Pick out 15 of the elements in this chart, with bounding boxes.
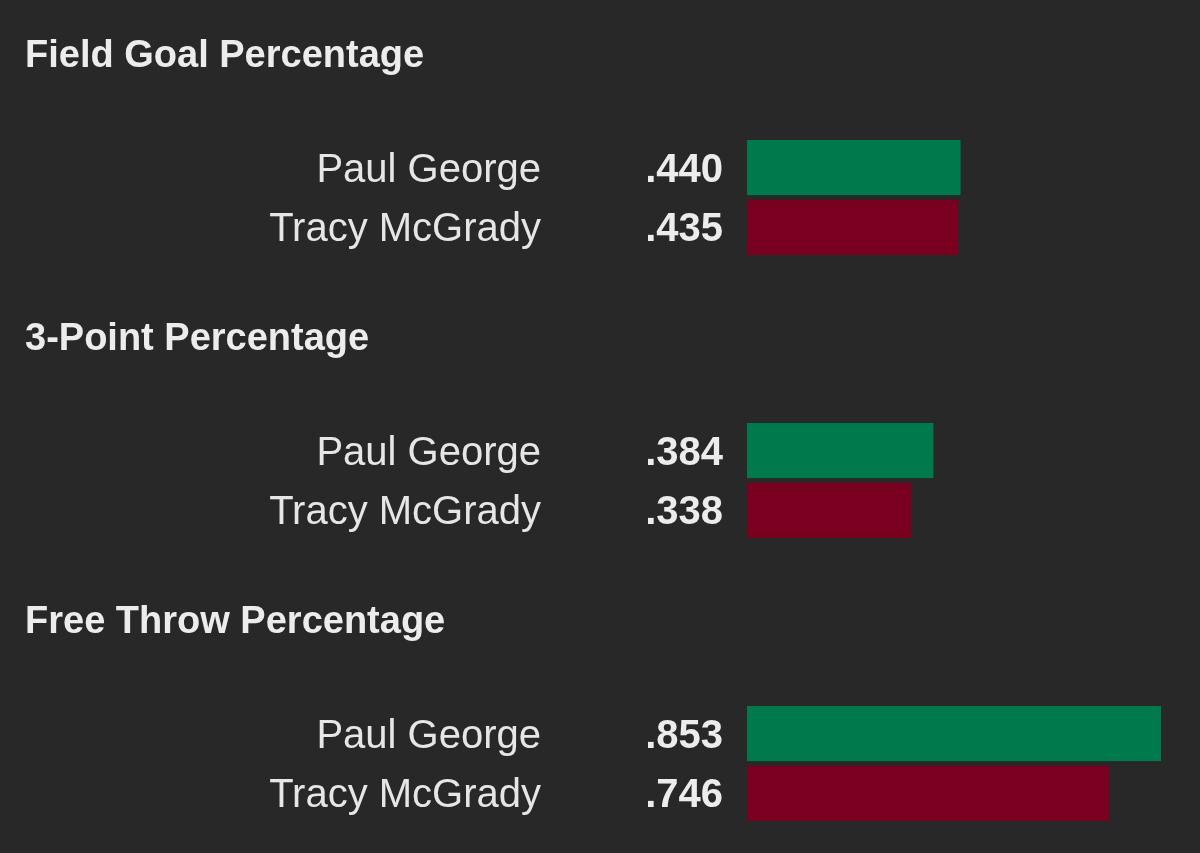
text: 3-Point Percentage (25, 316, 370, 358)
y-tick-label: Paul George (316, 428, 541, 473)
data-label: .338 (645, 488, 723, 533)
data-label: .435 (645, 205, 723, 250)
y-tick-label: Tracy McGrady (269, 771, 541, 816)
y-tick-label: Tracy McGrady (269, 205, 541, 250)
data-label: .384 (645, 428, 724, 473)
data-label: .746 (645, 771, 723, 816)
text: Field Goal Percentage (25, 33, 425, 75)
data-label: .440 (645, 145, 723, 190)
data-label: .853 (645, 711, 723, 756)
y-tick-label: Tracy McGrady (269, 488, 541, 533)
text: Free Throw Percentage (25, 599, 446, 641)
y-tick-label: Paul George (316, 145, 541, 190)
y-tick-label: Paul George (316, 711, 541, 756)
